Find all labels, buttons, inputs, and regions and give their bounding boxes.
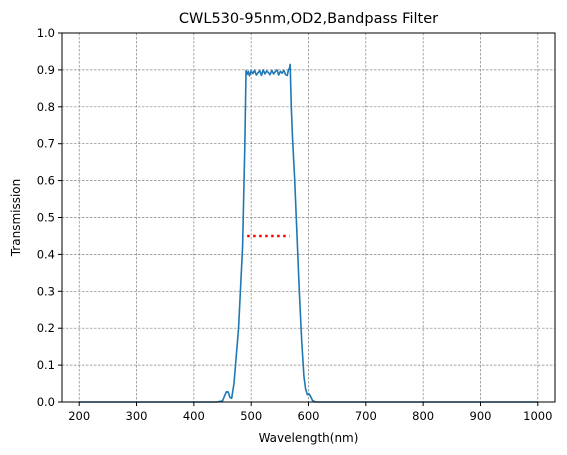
grid-lines [62,32,555,403]
y-tick-label: 0.6 [37,174,55,188]
y-tick-label: 0.5 [37,211,55,225]
y-tick-label: 0.0 [37,395,55,409]
x-tick-label: 700 [355,409,377,423]
y-tick-label: 0.8 [37,100,55,114]
y-axis-label: Transmission [9,179,23,258]
y-tick-label: 0.4 [37,247,55,261]
y-tick-label: 0.1 [37,358,55,372]
x-tick-label: 500 [240,409,262,423]
chart-title: CWL530-95nm,OD2,Bandpass Filter [179,11,438,27]
y-tick-label: 1.0 [37,26,55,40]
series-lines [79,63,538,403]
y-tick-label: 0.7 [37,137,55,151]
axis-ticks: 200 300 400 500 600 700 800 900 1000 0.0 0.1 0.2 0.3… [37,26,553,423]
y-tick-label: 0.9 [37,63,55,77]
y-tick-label: 0.3 [37,284,55,298]
x-tick-label: 900 [470,409,492,423]
x-tick-label: 400 [183,409,205,423]
x-tick-label: 800 [412,409,434,423]
x-axis-label: Wavelength(nm) [259,431,359,445]
y-tick-label: 0.2 [37,321,55,335]
x-tick-label: 200 [68,409,90,423]
x-tick-label: 1000 [523,409,552,423]
x-tick-label: 600 [298,409,320,423]
transmission-curve [79,63,538,403]
x-tick-label: 300 [126,409,148,423]
